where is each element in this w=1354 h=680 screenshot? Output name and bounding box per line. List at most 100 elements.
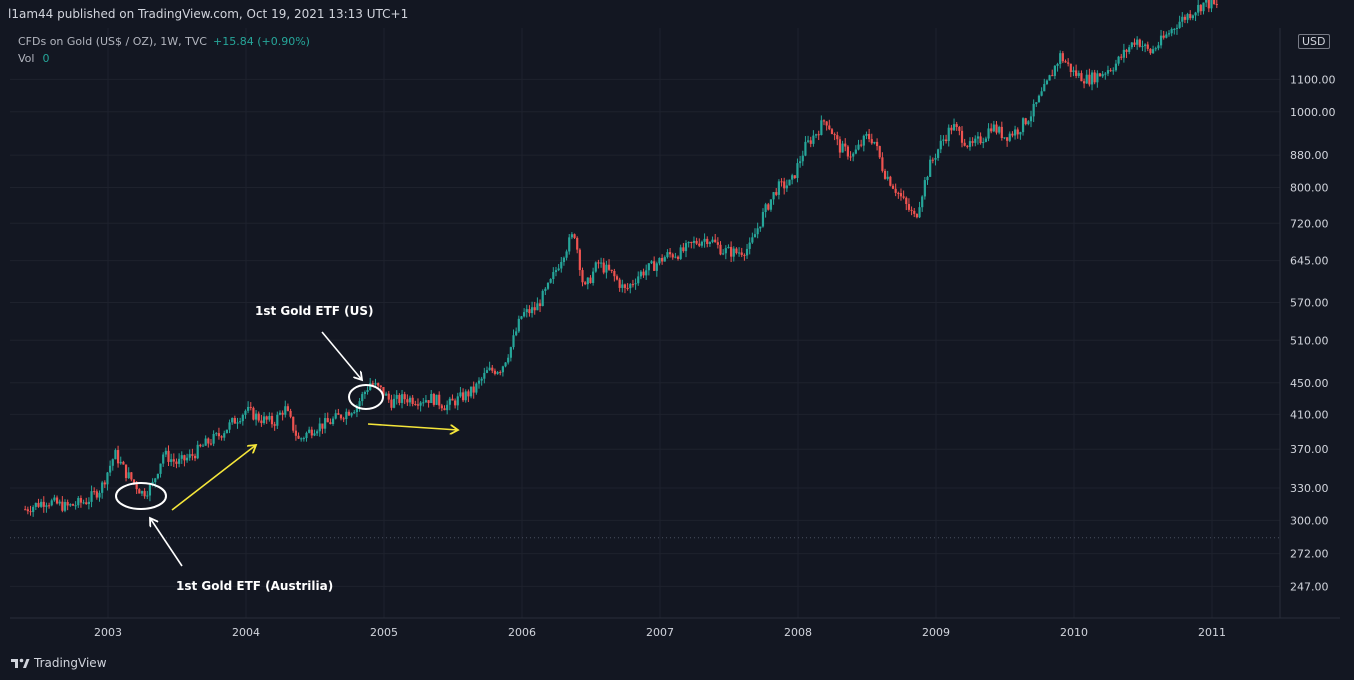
candle-body: [1114, 63, 1118, 71]
candle-body: [138, 489, 141, 494]
candle-body: [122, 461, 125, 465]
candle-body: [345, 411, 348, 420]
price-tick-label: 450.00: [1290, 377, 1329, 390]
candle-body: [921, 196, 924, 208]
candle-body: [1136, 39, 1139, 45]
candle-body: [952, 124, 956, 131]
candle-body: [562, 257, 566, 262]
price-axis[interactable]: 1100.00 1000.00 880.00 800.00 720.00 645.00 57…: [1290, 73, 1336, 593]
tradingview-brand[interactable]: TradingView: [10, 656, 107, 670]
candle-body: [265, 416, 268, 420]
candle-body: [525, 309, 528, 313]
time-axis[interactable]: 2003 2004 2005 2006 2007 2008 2009 2010 2011: [94, 626, 1226, 639]
candle-body: [1205, 0, 1208, 3]
symbol-legend[interactable]: CFDs on Gold (US$ / OZ), 1W, TVC +15.84 (…: [18, 35, 310, 48]
candle-body: [1061, 53, 1064, 62]
candle-body: [103, 482, 106, 485]
candle-body: [459, 392, 462, 397]
time-tick-label: 2007: [646, 626, 674, 639]
candle-body: [584, 282, 587, 285]
candle-body: [454, 400, 457, 406]
candle-body: [1011, 133, 1014, 136]
candle-body: [244, 410, 247, 415]
candle-body: [408, 397, 412, 403]
candle-body: [703, 238, 706, 242]
candle-body: [313, 433, 316, 436]
time-tick-label: 2010: [1060, 626, 1088, 639]
candle-body: [520, 316, 523, 319]
candle-body: [846, 146, 849, 157]
candle-body: [878, 146, 881, 158]
candle-body: [400, 394, 404, 403]
candle-body: [350, 413, 353, 416]
candle-body: [650, 261, 653, 264]
candle-body: [289, 410, 292, 417]
candle-body: [24, 509, 27, 511]
candle-body: [424, 400, 428, 403]
candle-body: [204, 438, 207, 446]
price-tick-label: 330.00: [1290, 482, 1329, 495]
price-tick-label: 570.00: [1290, 297, 1329, 310]
candle-body: [626, 287, 629, 289]
candle-body: [960, 130, 964, 143]
candle-body: [1029, 116, 1033, 122]
candle-body: [796, 163, 799, 179]
candle-body: [1021, 118, 1025, 133]
candle-body: [1186, 14, 1189, 20]
candle-body: [745, 248, 749, 256]
candle-body: [162, 454, 165, 464]
candle-body: [127, 472, 130, 479]
candle-body: [448, 398, 451, 405]
candle-body: [1104, 73, 1107, 75]
candle-body: [629, 284, 632, 289]
candle-body: [939, 140, 942, 150]
currency-badge[interactable]: USD: [1298, 34, 1330, 49]
candle-body: [767, 204, 770, 210]
candle-body: [1120, 56, 1123, 58]
candle-body: [446, 404, 449, 411]
candle-body: [475, 383, 478, 393]
candle-body: [759, 226, 762, 229]
footer: TradingView: [0, 645, 1354, 680]
candle-body: [228, 422, 231, 430]
candle-body: [711, 239, 714, 243]
candle-body: [47, 505, 51, 507]
price-tick-label: 247.00: [1290, 580, 1329, 593]
candle-body: [469, 386, 473, 397]
candle-body: [828, 125, 831, 130]
candle-body: [998, 126, 1001, 133]
candle-body: [480, 378, 483, 381]
candle-body: [247, 406, 250, 411]
candle-body: [756, 228, 759, 235]
candle-body: [1162, 35, 1165, 38]
candle-body: [639, 271, 642, 277]
candle-body: [836, 135, 839, 140]
candle-body: [1128, 47, 1131, 52]
candle-body: [809, 140, 812, 144]
candle-body: [987, 128, 990, 139]
candle-body: [1199, 4, 1202, 12]
candle-body: [1144, 44, 1147, 47]
candle-body: [868, 133, 871, 140]
candle-body: [698, 243, 701, 246]
candle-body: [199, 444, 202, 447]
candle-body: [1213, 0, 1216, 5]
candle-body: [538, 303, 542, 307]
candle-body: [597, 262, 600, 264]
candle-body: [554, 270, 558, 273]
candle-body: [45, 505, 48, 507]
candle-body: [61, 501, 64, 511]
trend-arrow-flat: [367, 423, 458, 430]
candle-body: [223, 433, 226, 438]
candle-body: [215, 433, 218, 435]
candle-body: [799, 161, 802, 164]
candle-body: [488, 367, 491, 371]
candle-body: [621, 284, 624, 288]
candle-body: [207, 438, 210, 444]
candle-body: [101, 482, 104, 493]
candle-body: [34, 502, 37, 507]
candle-body: [509, 347, 512, 358]
candle-body: [329, 422, 332, 425]
volume-legend[interactable]: Vol 0: [18, 52, 49, 65]
